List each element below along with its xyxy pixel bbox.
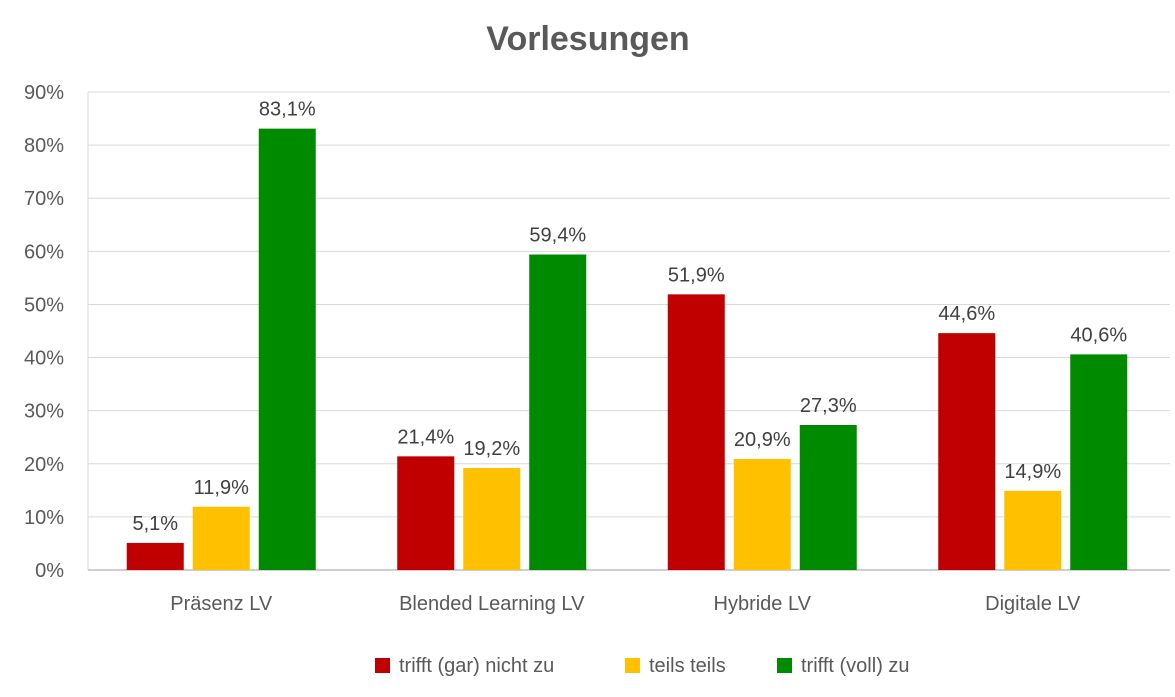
y-tick-label: 20% bbox=[24, 454, 64, 476]
y-tick-label: 90% bbox=[24, 82, 64, 104]
data-label: 19,2% bbox=[463, 438, 520, 460]
bar bbox=[258, 128, 316, 570]
data-label: 51,9% bbox=[668, 264, 725, 286]
legend: trifft (gar) nicht zu teils teils trifft (… bbox=[375, 655, 910, 677]
bar bbox=[938, 333, 996, 570]
data-label: 14,9% bbox=[1004, 461, 1061, 483]
y-tick-label: 10% bbox=[24, 507, 64, 529]
bar bbox=[733, 458, 791, 570]
legend-swatch bbox=[625, 658, 640, 673]
bar bbox=[126, 542, 184, 570]
bar bbox=[397, 456, 455, 570]
bar bbox=[1004, 490, 1062, 570]
chart-title: Vorlesungen bbox=[486, 20, 689, 58]
legend-swatch bbox=[375, 658, 390, 673]
y-tick-label: 50% bbox=[24, 294, 64, 316]
bar bbox=[192, 506, 250, 570]
data-label: 40,6% bbox=[1070, 324, 1127, 346]
legend-swatch bbox=[777, 658, 792, 673]
x-axis: Präsenz LV Blended Learning LV Hybride LV D… bbox=[170, 593, 1081, 615]
data-label: 59,4% bbox=[529, 225, 586, 247]
data-label: 11,9% bbox=[194, 477, 249, 499]
data-label: 44,6% bbox=[938, 303, 995, 325]
x-tick-label: Blended Learning LV bbox=[399, 593, 585, 615]
y-tick-label: 70% bbox=[24, 188, 64, 210]
legend-label: trifft (gar) nicht zu bbox=[399, 655, 554, 677]
bar bbox=[529, 254, 587, 570]
bars bbox=[126, 128, 1128, 570]
data-label: 20,9% bbox=[734, 429, 791, 451]
bar bbox=[1070, 354, 1128, 570]
data-label: 27,3% bbox=[800, 395, 857, 417]
y-axis: 0% 10% 20% 30% 40% 50% 60% 70% 80% 90% bbox=[24, 82, 1170, 582]
bar bbox=[799, 425, 857, 570]
bar bbox=[667, 294, 725, 570]
y-tick-label: 80% bbox=[24, 135, 64, 157]
legend-label: trifft (voll) zu bbox=[801, 655, 910, 677]
y-tick-label: 30% bbox=[24, 401, 64, 423]
legend-label: teils teils bbox=[649, 655, 726, 677]
x-tick-label: Digitale LV bbox=[985, 593, 1081, 615]
bar bbox=[463, 468, 521, 570]
data-label: 21,4% bbox=[397, 426, 454, 448]
data-labels: 5,1% 11,9% 83,1% 21,4% 19,2% 59,4% 51,9% 20,9% 2… bbox=[132, 99, 1127, 535]
y-tick-label: 60% bbox=[24, 241, 64, 263]
data-label: 5,1% bbox=[132, 513, 178, 535]
data-label: 83,1% bbox=[259, 99, 316, 121]
y-tick-label: 40% bbox=[24, 348, 64, 370]
x-tick-label: Präsenz LV bbox=[170, 593, 273, 615]
x-tick-label: Hybride LV bbox=[714, 593, 812, 615]
gridlines bbox=[88, 91, 1170, 518]
y-tick-label: 0% bbox=[35, 560, 64, 582]
